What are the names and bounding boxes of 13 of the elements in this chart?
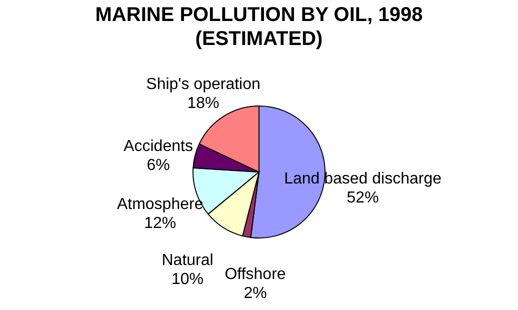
slice-label: Offshore bbox=[224, 266, 286, 284]
data-label: 10% bbox=[172, 270, 204, 288]
data-label: 18% bbox=[187, 95, 220, 112]
data-label: 52% bbox=[346, 190, 379, 207]
slice-label: Accidents bbox=[124, 138, 193, 156]
chart-title: MARINE POLLUTION BY OIL, 1998 (ESTIMATED) bbox=[95, 4, 423, 50]
slice-label: Ship's operation bbox=[146, 76, 260, 94]
data-label: 12% bbox=[144, 215, 176, 232]
data-label: 6% bbox=[146, 157, 170, 174]
slice-label: Atmosphere bbox=[116, 196, 204, 214]
data-label: 2% bbox=[244, 285, 267, 302]
slice-label: Natural bbox=[162, 252, 214, 269]
slice-label: Land based discharge bbox=[284, 170, 442, 188]
